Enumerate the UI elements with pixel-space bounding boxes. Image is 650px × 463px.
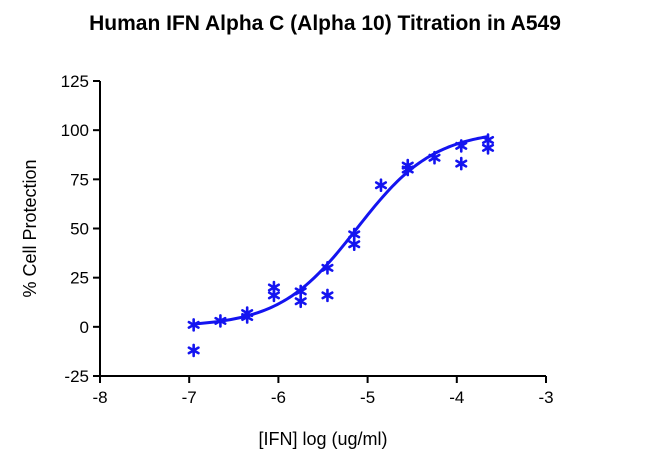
data-point [321,261,334,275]
axes [99,81,546,377]
x-tick-label: -3 [538,388,553,407]
data-points [187,133,495,358]
data-point [267,288,281,303]
y-tick-label: 0 [80,318,89,337]
y-tick-label: 100 [61,121,89,140]
x-tick-label: -7 [182,388,197,407]
tick-labels: -8 -7 -6 -5 -4 -3 -25 0 25 50 75 100 125 [61,72,554,407]
data-point [241,310,254,324]
tick-marks [93,80,547,383]
y-tick-label: 25 [70,269,89,288]
chart-title: Human IFN Alpha C (Alpha 10) Titration i… [89,12,561,35]
y-axis-label: % Cell Protection [20,159,40,297]
data-point [187,343,200,358]
fit-curve [193,135,489,326]
data-point [428,150,441,165]
y-tick-label: 125 [61,72,89,91]
x-tick-label: -6 [271,388,286,407]
data-point [481,141,495,155]
data-point [374,178,388,193]
data-point [214,314,227,328]
data-point [455,139,468,153]
data-point [321,288,334,303]
y-tick-label: 75 [70,170,89,189]
data-point [187,318,200,332]
y-tick-label: 50 [70,220,89,239]
x-tick-label: -4 [449,388,464,407]
x-axis-label: [IFN] log (ug/ml) [258,429,387,449]
data-point [294,294,307,309]
data-point [401,162,414,177]
data-point [455,156,468,171]
y-tick-label: -25 [64,367,89,386]
x-tick-label: -8 [92,388,107,407]
x-tick-label: -5 [360,388,375,407]
data-point [348,237,361,252]
